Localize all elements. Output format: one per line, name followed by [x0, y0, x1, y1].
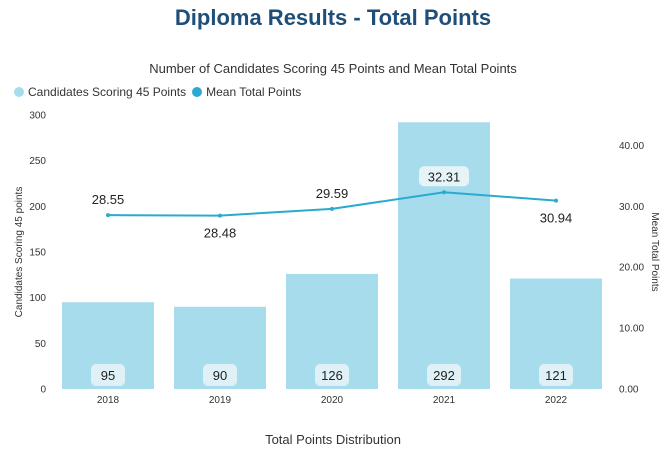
line-point-2019[interactable]: [218, 213, 222, 218]
line-label-box: [419, 166, 469, 187]
bar-value-label: 90: [213, 368, 227, 383]
line-value-label: 28.48: [204, 226, 237, 241]
y-tick-label: 150: [29, 248, 46, 259]
legend-marker-mean: [192, 87, 203, 97]
chart-title: Number of Candidates Scoring 45 Points a…: [149, 61, 517, 76]
bar-label-box: [315, 364, 349, 386]
line-point-2018[interactable]: [106, 213, 110, 218]
y-tick-label: 250: [29, 156, 46, 167]
y2-axis-title: Mean Total Points: [649, 212, 660, 291]
y2-tick-label: 20.00: [619, 263, 644, 274]
legend: Candidates Scoring 45 Points Mean Total …: [14, 85, 307, 99]
y2-tick-label: 10.00: [619, 324, 644, 335]
page-title: Diploma Results - Total Points: [174, 5, 492, 30]
bar-label-box: [427, 364, 461, 386]
line-point-2020[interactable]: [330, 206, 334, 211]
x-tick-label: 2019: [209, 395, 232, 406]
x-tick-label: 2022: [545, 395, 568, 406]
bar-value-label: 95: [101, 368, 115, 383]
x-tick-label: 2018: [97, 395, 120, 406]
bar-value-label: 292: [433, 368, 455, 383]
x-axis-title: Total Points Distribution: [265, 432, 401, 447]
bar-2021[interactable]: [398, 122, 490, 389]
bar-label-box: [91, 364, 125, 386]
bar-label-box: [539, 364, 573, 386]
y-tick-label: 0: [40, 385, 46, 396]
legend-item-candidates[interactable]: Candidates Scoring 45 Points: [14, 85, 186, 99]
x-tick-label: 2021: [433, 395, 456, 406]
y-tick-label: 200: [29, 202, 46, 213]
legend-label-candidates: Candidates Scoring 45 Points: [28, 85, 187, 99]
legend-item-mean[interactable]: Mean Total Points: [192, 85, 301, 99]
y2-tick-label: 0.00: [619, 385, 639, 396]
y-tick-label: 50: [35, 339, 47, 350]
line-point-2022[interactable]: [554, 198, 558, 203]
y-tick-label: 100: [29, 293, 46, 304]
legend-marker-candidates: [14, 87, 24, 97]
y-tick-label: 300: [29, 111, 46, 122]
y-axis-title: Candidates Scoring 45 points: [14, 187, 25, 318]
line-value-label: 30.94: [540, 211, 573, 226]
y2-tick-label: 30.00: [619, 202, 644, 213]
line-value-label: 32.31: [428, 169, 461, 184]
bar-value-label: 126: [321, 368, 343, 383]
line-value-label: 29.59: [316, 186, 349, 201]
line-point-2021[interactable]: [442, 190, 446, 195]
x-tick-label: 2020: [321, 395, 344, 406]
legend-label-mean: Mean Total Points: [206, 85, 302, 99]
bar-label-box: [203, 364, 237, 386]
line-value-label: 28.55: [92, 192, 125, 207]
y2-tick-label: 40.00: [619, 141, 644, 152]
bar-value-label: 121: [545, 368, 567, 383]
